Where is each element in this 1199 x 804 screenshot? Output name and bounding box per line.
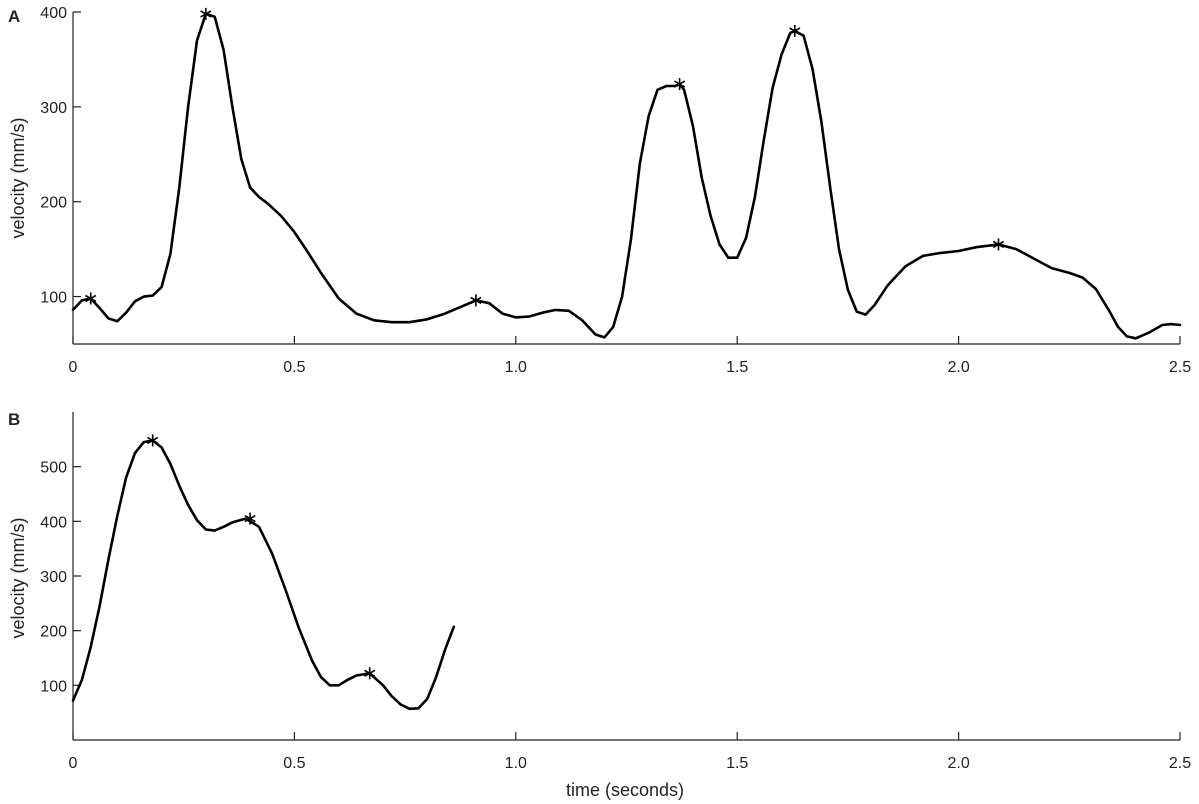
panel-b-y-tick-label: 200 (40, 624, 67, 641)
panel-a-y-axis-label: velocity (mm/s) (8, 118, 28, 239)
panel-a: A velocity (mm/s) 0 0.5 1.0 1.5 2.0 2.5 100 20… (8, 5, 1191, 376)
panel-a-x-tick-label: 2.0 (947, 359, 969, 376)
panel-a-x-tick-label: 2.5 (1169, 359, 1191, 376)
panel-b-y-tick-label: 100 (40, 678, 67, 695)
panel-a-x-tick-label: 1.5 (726, 359, 748, 376)
panel-a-peak-marker (674, 78, 686, 91)
panel-a-y-ticks: 100 200 300 400 (40, 5, 81, 307)
panel-b-x-tick-label: 1.0 (505, 755, 527, 772)
panel-b-x-tick-label: 0.5 (283, 755, 305, 772)
panel-a-y-tick-label: 200 (40, 195, 67, 212)
panel-b-peak-marker (147, 434, 159, 447)
panel-a-peak-marker (470, 294, 482, 307)
panel-b-y-tick-label: 500 (40, 460, 67, 477)
panel-b-y-ticks: 100 200 300 400 500 (40, 460, 81, 695)
panel-a-x-tick-label: 1.0 (505, 359, 527, 376)
panel-b-plot (71, 434, 456, 711)
panel-a-y-tick-label: 400 (40, 5, 67, 22)
panel-b-y-tick-label: 400 (40, 514, 67, 531)
panel-b-velocity-line (71, 439, 456, 711)
panel-b-x-tick-label: 2.5 (1169, 755, 1191, 772)
panel-a-x-ticks: 0 0.5 1.0 1.5 2.0 2.5 (69, 336, 1191, 376)
panel-a-peak-marker (992, 238, 1005, 251)
panel-b-label: B (8, 410, 20, 429)
panel-b: B velocity (mm/s) 0 0.5 1.0 1.5 2.0 2.5 100 20… (8, 410, 1191, 772)
panel-b-peak-marker (244, 512, 256, 525)
panel-a-peak-marker (200, 7, 212, 20)
panel-b-x-ticks: 0 0.5 1.0 1.5 2.0 2.5 (69, 732, 1191, 772)
panel-a-peak-marker (85, 292, 97, 305)
panel-b-peak-marker (364, 667, 376, 680)
panel-b-x-tick-label: 1.5 (726, 755, 748, 772)
x-axis-label: time (seconds) (566, 780, 684, 800)
panel-b-y-axis-label: velocity (mm/s) (8, 518, 28, 639)
panel-b-axes (72, 412, 1180, 741)
panel-a-x-tick-label: 0 (69, 359, 78, 376)
panel-a-y-tick-label: 300 (40, 100, 67, 117)
panel-b-x-tick-label: 0 (69, 755, 78, 772)
panel-a-velocity-line (71, 12, 1182, 340)
panel-a-y-tick-label: 100 (40, 290, 67, 307)
panel-a-axes (72, 12, 1180, 345)
panel-a-peak-marker (789, 25, 801, 37)
panel-a-plot (71, 7, 1182, 340)
panel-b-y-tick-label: 300 (40, 569, 67, 586)
panel-b-x-tick-label: 2.0 (947, 755, 969, 772)
panel-a-label: A (8, 7, 20, 26)
panel-a-x-tick-label: 0.5 (283, 359, 305, 376)
